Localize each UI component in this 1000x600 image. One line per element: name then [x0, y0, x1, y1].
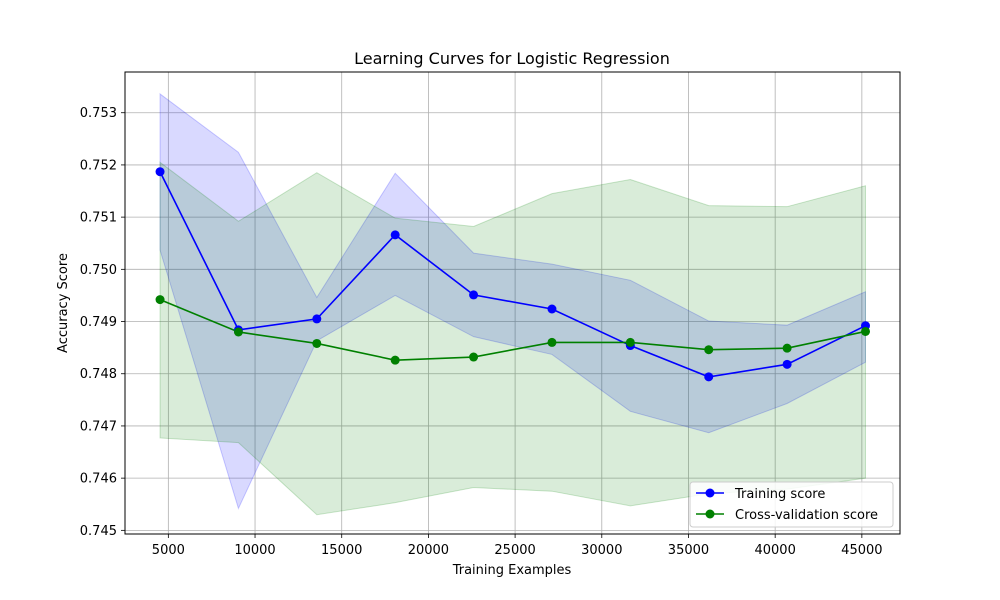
grid-lines	[125, 72, 900, 534]
y-axis-label: Accuracy Score	[56, 253, 71, 353]
x-tick-label: 15000	[321, 543, 362, 558]
y-tick-label: 0.751	[80, 211, 117, 226]
point-cv	[782, 343, 792, 353]
line-training	[159, 171, 866, 378]
point-cv	[547, 337, 557, 347]
legend-marker-cv	[705, 509, 715, 519]
x-axis-ticks: 5000 10000 15000 20000 25000 30000 35000 40000 4…	[152, 534, 883, 558]
x-tick-label: 35000	[668, 543, 709, 558]
point-cv	[155, 295, 165, 305]
legend-marker-training	[705, 488, 715, 498]
x-tick-label: 45000	[841, 543, 882, 558]
x-tick-label: 30000	[581, 543, 622, 558]
series-points	[155, 167, 870, 382]
point-cv	[390, 355, 400, 365]
point-training	[547, 304, 557, 314]
y-tick-label: 0.745	[80, 524, 117, 539]
x-axis-label: Training Examples	[452, 563, 572, 578]
legend: Training score Cross-validation score	[689, 481, 894, 528]
y-axis-ticks: 0.745 0.746 0.747 0.748 0.749 0.750 0.751 0.752…	[80, 106, 125, 539]
x-tick-label: 5000	[152, 543, 185, 558]
point-cv	[233, 327, 243, 337]
x-tick-label: 40000	[754, 543, 795, 558]
series-lines	[159, 171, 866, 378]
line-cv	[159, 298, 866, 361]
y-tick-label: 0.750	[80, 263, 117, 278]
point-training	[704, 372, 714, 382]
legend-label-training: Training score	[734, 487, 825, 502]
y-tick-label: 0.748	[80, 367, 117, 382]
y-tick-label: 0.749	[80, 315, 117, 330]
x-tick-label: 20000	[408, 543, 449, 558]
legend-box	[689, 481, 894, 528]
x-tick-label: 25000	[494, 543, 535, 558]
point-cv	[469, 352, 479, 362]
point-cv	[704, 345, 714, 355]
chart-title: Learning Curves for Logistic Regression	[354, 49, 670, 68]
point-training	[155, 167, 165, 177]
plot-frame	[124, 71, 901, 535]
point-training	[782, 359, 792, 369]
point-training	[312, 314, 322, 324]
y-tick-label: 0.746	[80, 472, 117, 487]
y-tick-label: 0.747	[80, 419, 117, 434]
y-tick-label: 0.752	[80, 158, 117, 173]
point-training	[469, 290, 479, 300]
point-cv	[625, 337, 635, 347]
x-tick-label: 10000	[234, 543, 275, 558]
point-training	[390, 230, 400, 240]
legend-label-cv: Cross-validation score	[735, 508, 878, 523]
y-tick-label: 0.753	[80, 106, 117, 121]
point-cv	[860, 326, 870, 336]
point-cv	[312, 338, 322, 348]
band-cv	[159, 161, 866, 516]
